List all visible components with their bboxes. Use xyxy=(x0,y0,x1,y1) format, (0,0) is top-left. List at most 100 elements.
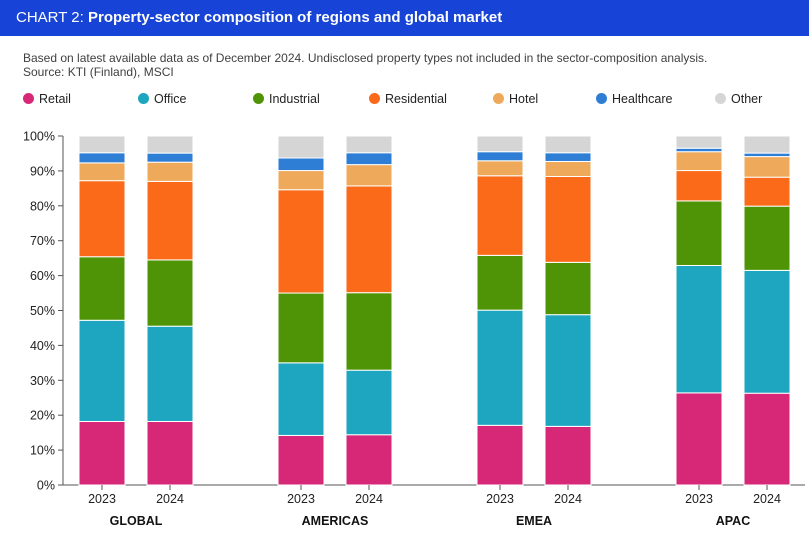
bar-segment-residential xyxy=(277,189,325,294)
x-tick-label-year: 2023 xyxy=(88,492,116,506)
y-tick-label: 0% xyxy=(37,479,55,493)
x-group-label-emea: EMEA xyxy=(516,514,552,528)
bar-segment-other xyxy=(345,135,393,154)
chart-title-text: Property-sector composition of regions a… xyxy=(87,9,503,26)
legend-label-industrial: Industrial xyxy=(269,92,320,106)
bar-segment-industrial xyxy=(78,256,126,321)
bar-segment-retail xyxy=(345,434,393,486)
bar-segment-office xyxy=(78,319,126,422)
chart-title: CHART 2: Property-sector composition of … xyxy=(16,0,502,36)
bar-segment-hotel xyxy=(345,164,393,187)
legend-item-other: Other xyxy=(715,92,762,106)
bar-segment-other xyxy=(146,135,194,154)
legend-label-other: Other xyxy=(731,92,763,106)
legend-swatch-other xyxy=(715,93,726,104)
legend-label-healthcare: Healthcare xyxy=(612,92,673,106)
y-tick-label: 50% xyxy=(30,304,55,318)
bar-stack-americas-2023 xyxy=(277,135,325,486)
y-tick-label: 70% xyxy=(30,234,55,248)
bar-segment-office xyxy=(675,264,723,394)
bar-segment-other xyxy=(78,135,126,154)
legend-label-hotel: Hotel xyxy=(509,92,539,106)
bar-segment-healthcare xyxy=(544,152,592,162)
bar-segment-retail xyxy=(544,425,592,486)
bar-segment-residential xyxy=(544,175,592,263)
bar-segment-hotel xyxy=(146,161,194,182)
y-tick-label: 30% xyxy=(30,374,55,388)
legend-item-retail: Retail xyxy=(23,92,71,106)
bar-stack-global-2024 xyxy=(146,135,194,486)
bar-stack-apac-2023 xyxy=(675,135,723,486)
legend-swatch-industrial xyxy=(253,93,264,104)
x-tick-label-year: 2023 xyxy=(486,492,514,506)
bar-segment-industrial xyxy=(277,292,325,364)
legend-swatch-office xyxy=(138,93,149,104)
legend-swatch-retail xyxy=(23,93,34,104)
bar-segment-hotel xyxy=(476,160,524,177)
bar-segment-hotel xyxy=(544,160,592,177)
y-tick-label: 60% xyxy=(30,269,55,283)
legend-label-retail: Retail xyxy=(39,92,71,106)
legend-item-office: Office xyxy=(138,92,186,106)
bar-segment-hotel xyxy=(277,170,325,191)
bar-segment-healthcare xyxy=(743,152,791,158)
legend-swatch-residential xyxy=(369,93,380,104)
bar-segment-other xyxy=(743,135,791,154)
x-tick-label-year: 2023 xyxy=(685,492,713,506)
bar-segment-retail xyxy=(277,434,325,486)
x-tick-label-year: 2023 xyxy=(287,492,315,506)
bar-segment-industrial xyxy=(476,254,524,311)
bar-segment-healthcare xyxy=(675,147,723,153)
bar-segment-office xyxy=(544,314,592,427)
subtitle-source: Source: KTI (Finland), MSCI xyxy=(23,65,174,79)
bar-segment-hotel xyxy=(675,151,723,172)
bar-segment-office xyxy=(146,325,194,422)
chart-legend: Retail Office Industrial Residential Hotel He… xyxy=(23,92,803,108)
chart-subtitle: Based on latest available data as of Dec… xyxy=(23,51,803,79)
bar-segment-healthcare xyxy=(277,157,325,172)
x-tick-label-year: 2024 xyxy=(156,492,184,506)
legend-label-office: Office xyxy=(154,92,187,106)
legend-swatch-healthcare xyxy=(596,93,607,104)
subtitle-note: Based on latest available data as of Dec… xyxy=(23,51,708,65)
bar-segment-office xyxy=(277,362,325,436)
bar-segment-other xyxy=(277,135,325,159)
bar-stack-americas-2024 xyxy=(345,135,393,486)
bar-segment-retail xyxy=(476,424,524,486)
legend-item-hotel: Hotel xyxy=(493,92,538,106)
y-tick-label: 100% xyxy=(23,130,55,144)
x-group-label-global: GLOBAL xyxy=(110,514,163,528)
bar-segment-other xyxy=(544,135,592,154)
bar-segment-healthcare xyxy=(146,152,194,163)
bar-segment-retail xyxy=(675,392,723,486)
x-tick-label-year: 2024 xyxy=(355,492,383,506)
legend-item-industrial: Industrial xyxy=(253,92,320,106)
x-tick-label-year: 2024 xyxy=(554,492,582,506)
bar-segment-retail xyxy=(146,420,194,486)
bar-segment-residential xyxy=(146,180,194,261)
bar-stack-apac-2024 xyxy=(743,135,791,486)
bar-stack-emea-2024 xyxy=(544,135,592,486)
bar-segment-retail xyxy=(78,420,126,486)
bar-segment-residential xyxy=(78,180,126,258)
bar-segment-residential xyxy=(345,185,393,294)
legend-item-healthcare: Healthcare xyxy=(596,92,672,106)
bar-stack-emea-2023 xyxy=(476,135,524,486)
bar-segment-retail xyxy=(743,392,791,486)
bar-segment-office xyxy=(476,309,524,426)
bar-segment-industrial xyxy=(345,292,393,371)
bar-segment-residential xyxy=(675,170,723,202)
chart-number-label: CHART 2: xyxy=(16,9,84,26)
bar-segment-industrial xyxy=(675,200,723,266)
x-group-label-americas: AMERICAS xyxy=(302,514,369,528)
bar-segment-residential xyxy=(476,175,524,256)
legend-label-residential: Residential xyxy=(385,92,447,106)
y-tick-label: 90% xyxy=(30,164,55,178)
y-tick-label: 40% xyxy=(30,339,55,353)
bar-segment-industrial xyxy=(743,205,791,271)
legend-swatch-hotel xyxy=(493,93,504,104)
bar-segment-industrial xyxy=(146,259,194,327)
chart-header: CHART 2: Property-sector composition of … xyxy=(0,0,809,36)
y-tick-label: 80% xyxy=(30,199,55,213)
bar-segment-residential xyxy=(743,176,791,207)
